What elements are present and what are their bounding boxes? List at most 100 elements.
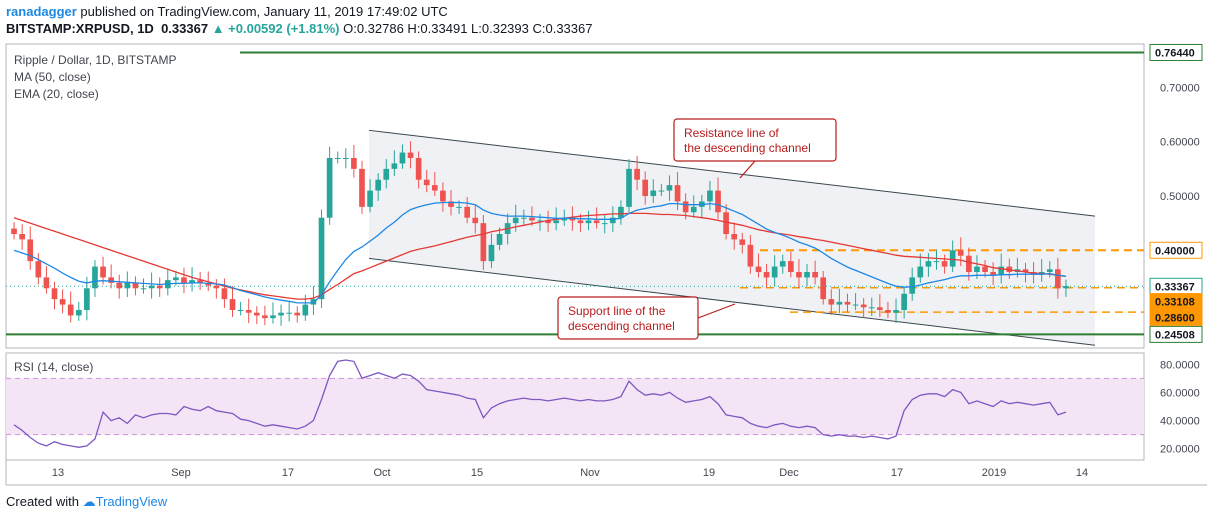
time-tick-label: Oct (373, 467, 390, 479)
candle-body (537, 220, 543, 222)
candle-body (140, 288, 147, 290)
candle-body (812, 272, 818, 278)
ma-legend: MA (50, close) (14, 70, 91, 84)
candle-body (577, 220, 584, 224)
candle-body (173, 277, 179, 281)
candle-body (860, 304, 867, 308)
annotation-resistance-text: Resistance line of (684, 126, 779, 140)
candle-body (326, 158, 333, 218)
candle-body (334, 158, 341, 159)
price-level-label: 0.33108 (1155, 297, 1195, 309)
candle-body (148, 285, 155, 289)
candle-body (885, 310, 891, 313)
price-tick-label: 0.60000 (1160, 137, 1200, 149)
candle-body (520, 217, 527, 219)
candle-body (415, 158, 422, 180)
symbol-line: BITSTAMP:XRPUSD, 1D 0.33367 ▲ +0.00592 (… (6, 21, 592, 36)
annotation-resistance-pointer (739, 160, 756, 179)
candle-body (124, 282, 131, 289)
candle-body (901, 293, 907, 310)
candle-body (464, 206, 471, 218)
candle-body (92, 266, 98, 289)
candle-body (682, 201, 689, 213)
candle-body (440, 190, 446, 202)
candle-body (391, 163, 398, 169)
candle-body (294, 312, 301, 316)
price-level-label: 0.76440 (1155, 47, 1195, 59)
candle-body (43, 277, 50, 289)
candle-body (868, 307, 875, 309)
price-label-box (1149, 308, 1203, 326)
created-with-text: Created with (6, 494, 79, 509)
candle-body (1063, 286, 1069, 289)
candle-body (262, 315, 268, 319)
candle-body (949, 250, 956, 267)
candle-body (59, 299, 66, 305)
candle-body (909, 277, 916, 294)
candle-body (431, 185, 438, 191)
candle-body (957, 250, 964, 256)
ma50-line (13, 212, 1067, 300)
tradingview-brand[interactable]: TradingView (95, 494, 168, 509)
candle-body (634, 168, 640, 180)
candle-body (253, 312, 260, 316)
candle-body (84, 288, 90, 310)
candle-body (545, 220, 551, 224)
chart-legend-title: Ripple / Dollar, 1D, BITSTAMP (14, 53, 177, 67)
rsi-tick-label: 20.0000 (1160, 444, 1200, 456)
price-level-label: 0.28600 (1155, 312, 1195, 324)
candle-body (456, 206, 462, 208)
author-name[interactable]: ranadagger (6, 4, 77, 19)
time-tick-label: 14 (1076, 467, 1088, 479)
candle-body (828, 299, 835, 305)
candle-body (796, 272, 802, 278)
candle-body (771, 266, 778, 278)
candle-body (852, 304, 859, 306)
channel-support-line (368, 257, 1096, 346)
candle-body (19, 234, 25, 240)
candle-body (788, 261, 794, 272)
candle-body (820, 277, 827, 300)
candle-body (75, 310, 82, 316)
candle-body (375, 179, 381, 191)
candle-body (286, 312, 292, 314)
candle-body (585, 220, 592, 224)
candle-body (723, 212, 729, 234)
candle-body (278, 312, 284, 316)
price-tick-label: 0.70000 (1160, 82, 1200, 94)
published-text: published on TradingView.com, January 11… (76, 4, 448, 19)
price-level-label: 0.24508 (1155, 329, 1195, 341)
rsi-tick-label: 40.0000 (1160, 416, 1200, 428)
candle-body (496, 234, 503, 245)
candle-body (658, 190, 665, 192)
candle-body (423, 179, 430, 186)
footer: Created with ☁TradingView (6, 494, 167, 510)
candle-body (488, 244, 495, 262)
candle-body (836, 301, 843, 305)
candle-body (593, 220, 600, 224)
candle-body (990, 272, 996, 275)
candle-body (245, 310, 252, 313)
price-label-box (1149, 43, 1203, 61)
candle-body (181, 277, 187, 283)
candle-body (715, 190, 721, 213)
candle-body (480, 223, 487, 262)
price-pane-frame (5, 43, 1145, 349)
candle-body (197, 280, 203, 283)
candle-body (221, 288, 228, 300)
price-change: ▲ +0.00592 (+1.81%) (211, 21, 340, 36)
publish-line: ranadagger published on TradingView.com,… (6, 4, 448, 19)
ema20-line (13, 201, 1067, 304)
price-label-box (1149, 325, 1203, 343)
candle-body (893, 310, 899, 313)
candle-body (1046, 269, 1053, 272)
candle-body (399, 152, 406, 164)
time-tick-label: Dec (779, 467, 799, 479)
annotation-support-pointer (697, 303, 736, 319)
candle-body (342, 158, 349, 159)
candle-body (108, 277, 114, 283)
ema-legend: EMA (20, close) (14, 87, 99, 101)
candle-body (229, 299, 236, 310)
time-tick-label: 13 (52, 467, 64, 479)
